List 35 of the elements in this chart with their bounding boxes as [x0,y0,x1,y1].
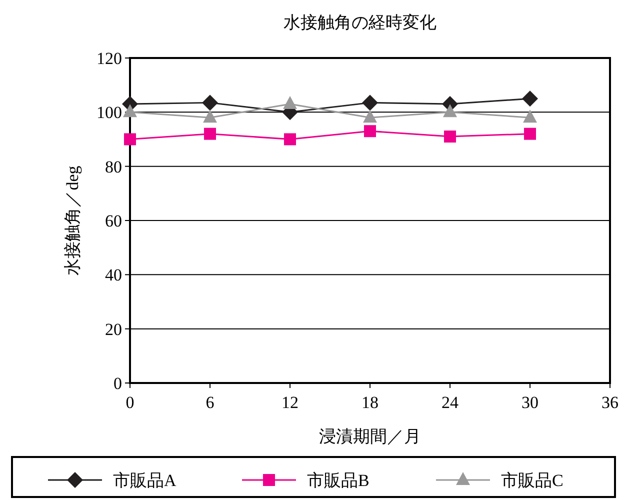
point [203,110,217,123]
legend-label: 市販品B [307,471,370,490]
x-axis-title: 浸漬期間／月 [319,427,421,446]
y-tick-label: 0 [114,374,122,393]
y-tick-label: 20 [105,320,122,339]
x-tick-label: 0 [126,393,134,412]
y-tick-label: 120 [96,49,122,68]
point [522,90,538,107]
point [284,133,296,146]
legend-label: 市販品C [501,471,564,490]
point [283,96,297,110]
point [124,133,136,146]
legend-label: 市販品A [113,471,177,490]
point [202,94,218,111]
y-tick-label: 40 [105,266,122,285]
point [444,130,456,143]
point [364,125,376,138]
x-tick-label: 36 [602,393,618,412]
x-tick-label: 30 [522,393,538,412]
point [123,104,137,118]
point [362,94,378,111]
chart-title: 水接触角の経時変化 [284,13,436,32]
y-tick-label: 60 [105,212,122,230]
point [204,128,216,140]
y-tick-label: 80 [105,157,122,176]
y-tick-label: 100 [96,103,122,122]
y-axis-title: 水接触角／deg [63,165,82,276]
x-tick-label: 6 [206,393,214,412]
x-tick-label: 18 [362,393,378,412]
x-tick-label: 12 [282,393,298,412]
point [443,104,457,118]
point [363,110,377,123]
point [523,110,537,123]
x-tick-label: 24 [442,393,459,412]
point [524,128,536,140]
